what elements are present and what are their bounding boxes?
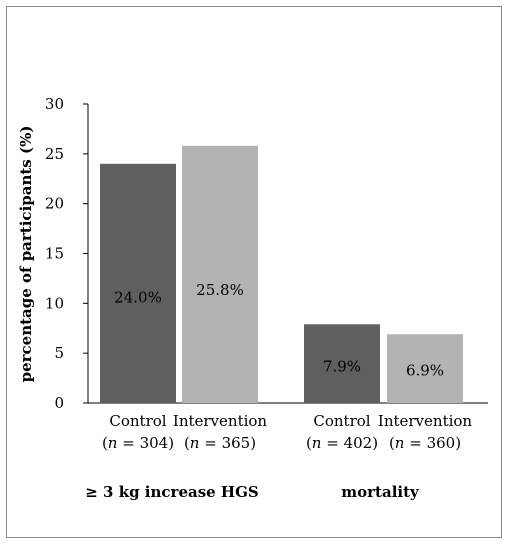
category-label: Intervention	[378, 412, 473, 430]
group-label: mortality	[341, 483, 420, 501]
y-tick-label: 15	[45, 245, 64, 263]
bar-intervention-1	[182, 145, 258, 404]
y-tick-label: 20	[45, 195, 64, 213]
data-label: 6.9%	[406, 361, 444, 379]
data-label: 24.0%	[114, 289, 162, 307]
category-label: Intervention	[173, 412, 268, 430]
sample-size-label: (n = 360)	[389, 434, 461, 452]
sample-size-label: (n = 402)	[306, 434, 378, 452]
data-label: 7.9%	[323, 358, 361, 376]
bars	[100, 145, 463, 404]
bar-intervention-2	[387, 334, 463, 403]
group-label: ≥ 3 kg increase HGS	[85, 483, 258, 501]
sample-size-label: (n = 304)	[102, 434, 174, 452]
bar-control-2	[304, 324, 380, 403]
category-label: Control	[109, 412, 166, 430]
y-tick-label: 25	[45, 145, 64, 163]
y-axis-title: percentage of participants (%)	[17, 126, 35, 383]
y-tick-label: 5	[54, 344, 64, 362]
labels: 24.0%Control(n = 304)25.8%Intervention(n…	[85, 281, 472, 501]
y-tick-label: 0	[54, 394, 64, 412]
data-label: 25.8%	[196, 281, 244, 299]
y-tick-label: 10	[45, 294, 64, 312]
sample-size-label: (n = 365)	[184, 434, 256, 452]
bar-control-1	[100, 163, 176, 403]
y-tick-label: 30	[45, 95, 64, 113]
category-label: Control	[313, 412, 370, 430]
